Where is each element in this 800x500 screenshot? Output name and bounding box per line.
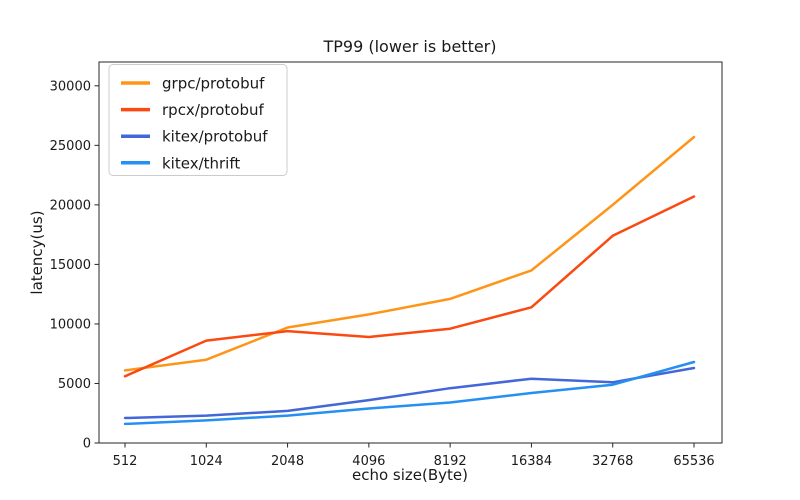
plot-frame — [98, 61, 723, 444]
x-tick-label: 16384 — [511, 454, 552, 469]
series-line-kitex-protobuf — [123, 366, 696, 420]
series-line-grpc-protobuf — [123, 135, 696, 372]
series-layer — [123, 135, 696, 426]
x-tick-label: 32768 — [592, 454, 633, 469]
axes-layer: 0 5000 10000 15000 20000 25000 30000 512 1024 204… — [50, 61, 723, 469]
y-tick-label: 15000 — [50, 258, 91, 273]
legend-label: kitex/protobuf — [162, 128, 268, 146]
legend-item-grpc-protobuf: grpc/protobuf — [121, 75, 265, 93]
x-tick-label: 512 — [113, 454, 138, 469]
legend-label: rpcx/protobuf — [162, 101, 264, 119]
legend-item-kitex-protobuf: kitex/protobuf — [121, 128, 268, 146]
y-axis-label: latency(us) — [28, 210, 46, 294]
legend-box — [108, 64, 288, 176]
x-tick-label: 1024 — [190, 454, 223, 469]
y-tick-label: 10000 — [50, 317, 91, 332]
series-line-rpcx-protobuf — [123, 195, 696, 378]
y-tick-label: 20000 — [50, 198, 91, 213]
series-line-kitex-thrift — [123, 360, 696, 426]
y-tick-label: 25000 — [50, 139, 91, 154]
x-tick-label: 65536 — [673, 454, 714, 469]
chart-title: TP99 (lower is better) — [322, 37, 496, 56]
x-tick-label: 2048 — [271, 454, 304, 469]
legend-label: grpc/protobuf — [162, 75, 265, 93]
legend-item-rpcx-protobuf: rpcx/protobuf — [121, 101, 264, 119]
y-tick-label: 0 — [83, 437, 91, 452]
x-axis-label: echo size(Byte) — [352, 466, 468, 484]
y-tick-label: 30000 — [50, 79, 91, 94]
x-tick-label: 8192 — [434, 454, 467, 469]
y-tick-label: 5000 — [58, 377, 91, 392]
legend-label: kitex/thrift — [162, 154, 240, 172]
x-tick-label: 4096 — [352, 454, 385, 469]
legend: grpc/protobuf rpcx/protobuf kitex/protobuf… — [108, 64, 288, 176]
legend-item-kitex-thrift: kitex/thrift — [121, 154, 240, 172]
